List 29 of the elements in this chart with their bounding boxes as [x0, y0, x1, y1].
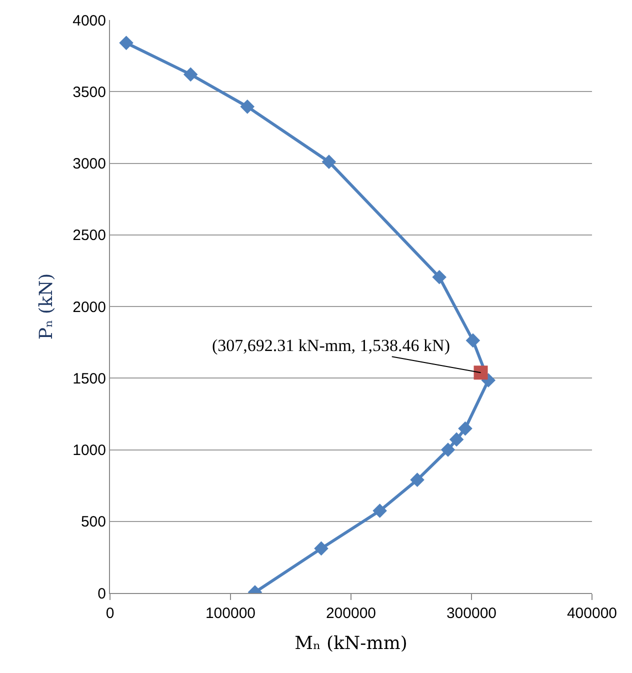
y-tick-label: 500 [80, 514, 106, 531]
x-axis-title: Mₙ (kN-mm) [294, 633, 408, 654]
point [432, 270, 446, 284]
point [314, 541, 328, 556]
y-tick-label: 3000 [72, 156, 106, 172]
point [183, 67, 198, 82]
x-tick-label: 200000 [326, 605, 376, 622]
x-tick-label: 400000 [566, 605, 618, 622]
x-tick-label: 300000 [446, 605, 497, 622]
y-tick-label: 0 [98, 585, 106, 602]
point [458, 421, 472, 436]
point [449, 432, 464, 447]
y-tick-label: 2500 [72, 227, 106, 244]
x-tick-label: 100000 [205, 605, 256, 622]
point [466, 333, 480, 348]
point [372, 504, 387, 518]
y-tick-label: 3500 [72, 84, 106, 101]
point [410, 472, 424, 487]
y-tick-label: 4000 [72, 12, 106, 30]
y-tick-label: 1500 [72, 370, 106, 388]
annotation: (307,692.31 kN-mm, 1,538.46 kN) [212, 336, 450, 355]
y-tick-label: 2000 [72, 298, 106, 316]
point [240, 100, 255, 114]
y-axis-title: Pₙ (kN) [36, 273, 57, 340]
point [440, 442, 456, 457]
point [322, 154, 336, 169]
point [474, 366, 488, 380]
y-tick-label: 1000 [72, 442, 106, 459]
point [119, 36, 134, 50]
